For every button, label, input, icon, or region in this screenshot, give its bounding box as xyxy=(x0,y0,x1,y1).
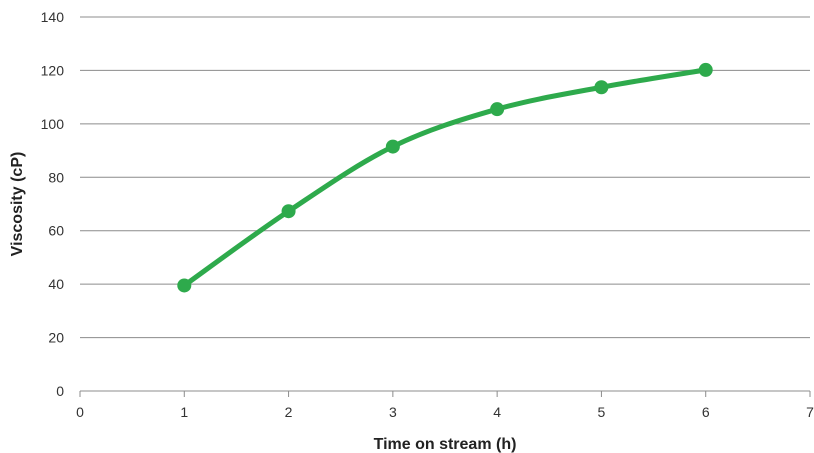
data-point-4 xyxy=(490,102,505,117)
x-tick-label: 7 xyxy=(806,404,814,420)
x-tick-label: 4 xyxy=(493,404,501,420)
y-tick-label: 120 xyxy=(41,62,65,78)
data-point-1 xyxy=(177,278,192,293)
y-tick-label: 80 xyxy=(48,169,64,185)
y-tick-label: 20 xyxy=(48,330,64,346)
y-axis-title: Viscosity (cP) xyxy=(9,152,26,257)
y-tick-label: 60 xyxy=(48,223,64,239)
data-point-5 xyxy=(594,80,609,95)
y-tick-label: 40 xyxy=(48,276,64,292)
series-line-0 xyxy=(181,67,709,288)
y-tick-label: 140 xyxy=(41,9,65,25)
axes xyxy=(79,390,811,397)
x-tick-label: 0 xyxy=(76,404,84,420)
series-group xyxy=(177,62,713,293)
data-point-6 xyxy=(698,62,713,77)
x-tick-label: 2 xyxy=(285,404,293,420)
x-tick-label: 1 xyxy=(180,404,188,420)
x-tick-labels: 0 1 2 3 4 5 6 7 xyxy=(76,404,814,420)
x-tick-label: 6 xyxy=(702,404,710,420)
x-tick-label: 3 xyxy=(389,404,397,420)
y-tick-label: 0 xyxy=(56,383,64,399)
x-axis-title: Time on stream (h) xyxy=(374,436,517,453)
y-tick-label: 100 xyxy=(41,116,65,132)
data-point-3 xyxy=(385,139,400,154)
y-tick-labels: 0 20 40 60 80 100 120 140 xyxy=(41,9,65,399)
x-tick-label: 5 xyxy=(598,404,606,420)
data-point-2 xyxy=(281,204,296,219)
